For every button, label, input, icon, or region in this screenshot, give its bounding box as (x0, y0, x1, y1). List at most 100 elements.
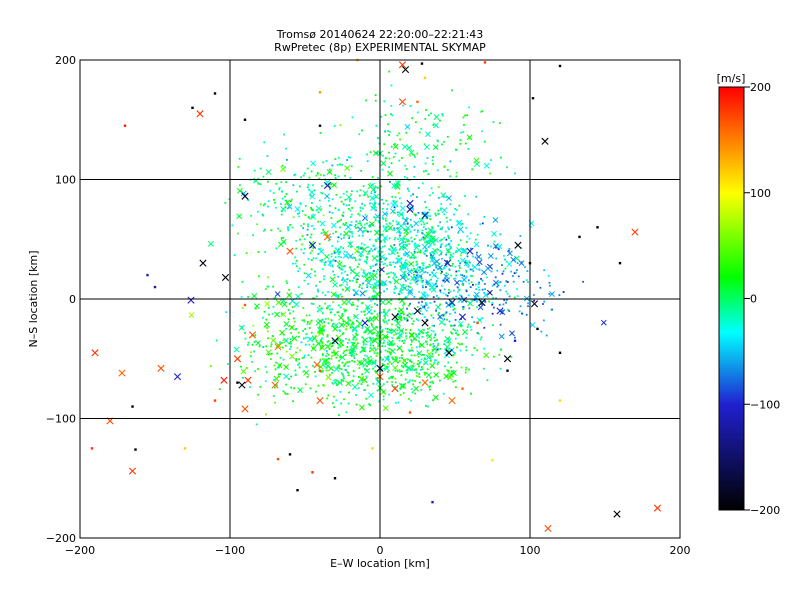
cloud-point (465, 275, 468, 278)
cloud-point (417, 353, 420, 355)
cloud-point (384, 217, 387, 220)
cloud-point (338, 251, 341, 254)
cloud-point (389, 352, 391, 354)
cloud-cross-point (339, 354, 346, 361)
cloud-point (343, 365, 346, 367)
data-point-x (514, 241, 522, 249)
cloud-point (455, 148, 457, 151)
cloud-point (242, 376, 244, 379)
cloud-cross-point (402, 361, 409, 368)
cloud-point (331, 382, 334, 384)
cloud-point (349, 326, 352, 329)
cloud-cross-point (207, 240, 214, 247)
cloud-cross-point (432, 122, 439, 129)
data-point-x (398, 61, 407, 69)
cloud-cross-point (385, 298, 392, 305)
cloud-point (402, 283, 405, 286)
cloud-point (290, 375, 292, 378)
data-point-dot (408, 411, 412, 414)
cloud-point (331, 308, 333, 311)
cloud-point (529, 226, 532, 229)
cloud-point (309, 194, 312, 197)
cloud-cross-point (421, 293, 428, 300)
cloud-point (367, 307, 369, 310)
cloud-point (459, 273, 462, 276)
cloud-point (405, 168, 408, 170)
cloud-point (465, 271, 468, 273)
cloud-point (365, 397, 368, 400)
cloud-point (470, 281, 473, 284)
cloud-point (469, 232, 472, 235)
cloud-point (381, 329, 384, 331)
cloud-point (333, 342, 335, 345)
cloud-point (252, 234, 254, 237)
cloud-point (331, 371, 333, 374)
cloud-point (365, 329, 368, 332)
cloud-point (390, 363, 393, 365)
cloud-point (330, 319, 333, 322)
cloud-point (415, 264, 418, 266)
cloud-point (321, 344, 324, 347)
cloud-point (480, 110, 483, 113)
cloud-point (303, 356, 305, 359)
cloud-point (459, 139, 462, 142)
cloud-point (372, 270, 375, 273)
cloud-point (395, 220, 398, 223)
data-point-dot (318, 124, 322, 127)
cloud-point (361, 247, 364, 250)
cloud-point (334, 256, 337, 259)
cloud-cross-point (395, 320, 402, 327)
cloud-point (278, 186, 281, 189)
cloud-point (279, 230, 282, 232)
cloud-point (274, 206, 277, 209)
cloud-point (341, 344, 344, 346)
cloud-point (369, 299, 372, 302)
cloud-point (440, 284, 443, 287)
cloud-point (402, 217, 405, 219)
cloud-point (522, 280, 525, 283)
cloud-point (376, 347, 379, 350)
cloud-point (316, 172, 319, 174)
cloud-point (342, 211, 345, 214)
cloud-point (339, 250, 342, 253)
cloud-point (383, 321, 386, 324)
cloud-cross-point (342, 277, 349, 284)
cloud-point (363, 269, 365, 272)
cloud-point (397, 238, 399, 241)
cloud-point (403, 176, 406, 178)
cloud-cross-point (429, 256, 436, 263)
cloud-point (481, 279, 484, 282)
data-point-dot (578, 235, 581, 239)
cloud-point (373, 216, 376, 219)
cloud-point (395, 358, 398, 361)
cloud-point (287, 309, 290, 311)
cloud-point (395, 318, 397, 321)
cloud-point (292, 262, 294, 265)
cloud-point (384, 130, 387, 133)
cloud-point (472, 270, 475, 272)
cloud-point (380, 258, 382, 260)
data-point-x (613, 510, 621, 518)
cloud-point (446, 318, 448, 321)
cloud-point (423, 238, 425, 241)
cloud-cross-point (294, 206, 301, 213)
cloud-point (455, 270, 458, 273)
cloud-point (361, 373, 363, 376)
cloud-point (374, 302, 376, 305)
cloud-point (543, 319, 545, 322)
cloud-point (510, 356, 513, 358)
cloud-point (429, 273, 431, 276)
cloud-cross-point (358, 375, 365, 382)
cloud-point (337, 338, 339, 341)
cloud-cross-point (367, 358, 373, 364)
cloud-point (484, 300, 487, 303)
cloud-point (421, 366, 423, 368)
cloud-point (320, 208, 323, 210)
cloud-point (354, 259, 357, 262)
cloud-cross-point (454, 279, 461, 286)
cloud-point (449, 313, 451, 315)
cloud-point (463, 124, 465, 126)
cloud-point (431, 324, 434, 327)
cloud-cross-point (404, 250, 411, 257)
